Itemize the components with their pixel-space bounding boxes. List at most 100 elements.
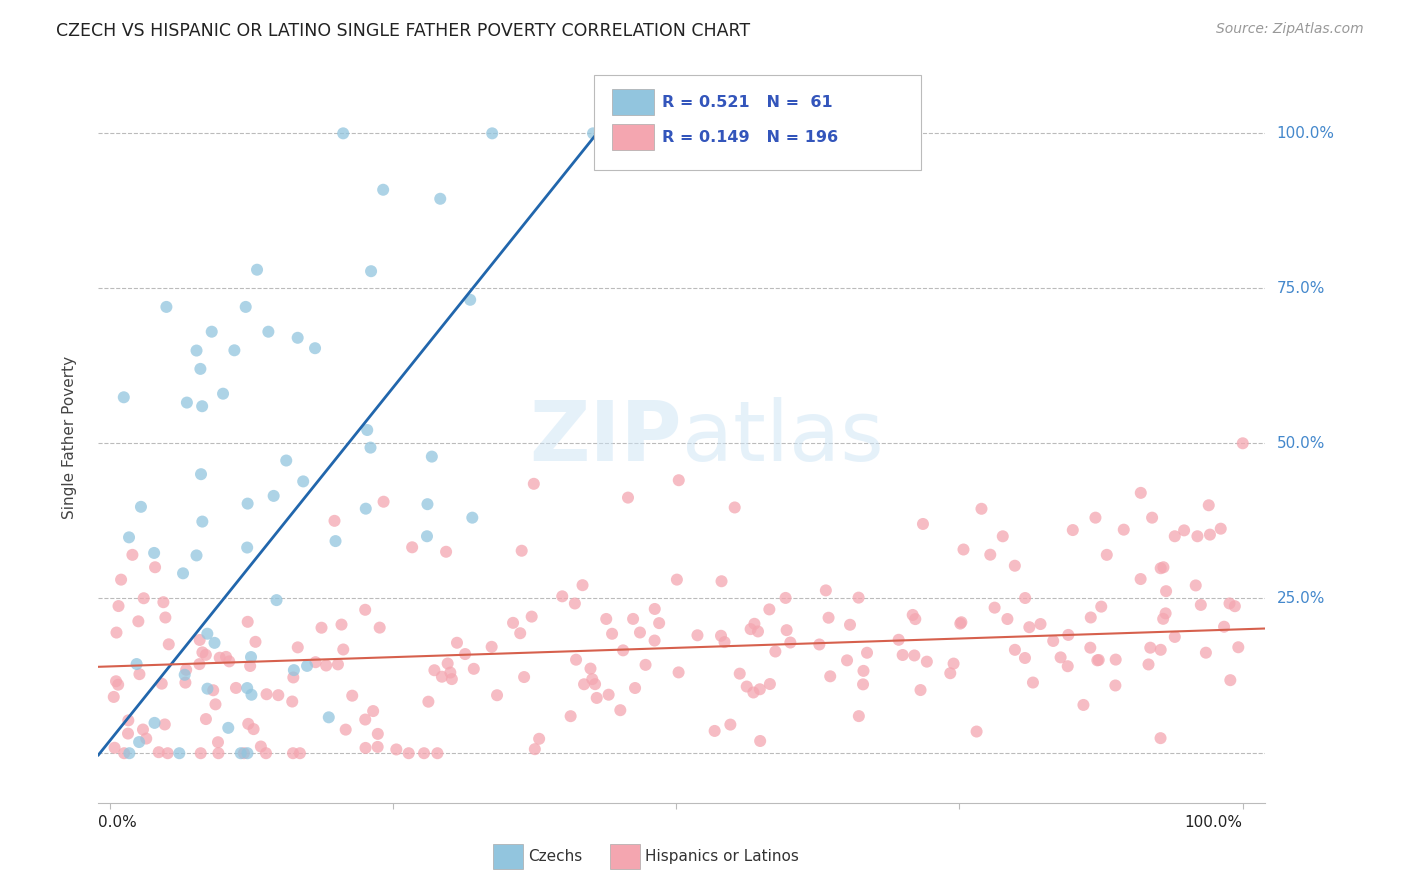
Point — [1218, 597, 1240, 611]
Point — [242, 722, 264, 736]
Point — [966, 724, 988, 739]
Text: ZIP: ZIP — [530, 397, 682, 477]
Text: R = 0.149   N = 196: R = 0.149 N = 196 — [662, 129, 838, 145]
Point — [103, 690, 125, 704]
Point — [949, 616, 972, 631]
Point — [323, 514, 346, 528]
Point — [292, 475, 315, 489]
Point — [901, 607, 924, 622]
Point — [335, 723, 357, 737]
Point — [1195, 646, 1218, 660]
Point — [354, 713, 377, 727]
Point — [1219, 673, 1241, 688]
Point — [169, 746, 191, 760]
Point — [486, 688, 509, 702]
Point — [835, 653, 858, 667]
Point — [235, 300, 257, 314]
Point — [330, 617, 353, 632]
Point — [1129, 486, 1152, 500]
Point — [295, 659, 318, 673]
Point — [710, 574, 733, 589]
Point — [446, 636, 468, 650]
Point — [202, 683, 225, 698]
Point — [742, 685, 765, 699]
Point — [440, 672, 463, 686]
Point — [648, 616, 671, 631]
Point — [1085, 653, 1108, 667]
Point — [581, 672, 603, 686]
FancyBboxPatch shape — [612, 89, 654, 115]
Point — [839, 617, 862, 632]
Point — [356, 423, 378, 437]
Point — [128, 667, 150, 681]
Point — [157, 637, 180, 651]
Point — [1137, 657, 1160, 672]
Point — [979, 548, 1001, 562]
Point — [332, 126, 354, 140]
Point — [373, 494, 395, 508]
Point — [595, 612, 617, 626]
Point — [911, 516, 934, 531]
Point — [1105, 652, 1128, 666]
Point — [361, 704, 384, 718]
Point — [713, 635, 735, 649]
Point — [1149, 731, 1171, 746]
Point — [915, 655, 938, 669]
Point — [617, 491, 640, 505]
FancyBboxPatch shape — [612, 124, 654, 151]
Point — [215, 649, 238, 664]
Point — [207, 746, 229, 760]
Point — [1184, 578, 1206, 592]
Point — [191, 645, 214, 659]
Point — [204, 636, 226, 650]
Point — [1095, 548, 1118, 562]
Point — [1198, 498, 1220, 512]
Point — [1004, 643, 1026, 657]
Point — [236, 681, 259, 695]
Text: 100.0%: 100.0% — [1277, 126, 1334, 141]
Point — [758, 602, 780, 616]
Point — [416, 529, 439, 543]
Point — [510, 543, 533, 558]
Point — [208, 650, 231, 665]
Point — [970, 501, 993, 516]
Point — [1062, 523, 1084, 537]
Point — [240, 688, 263, 702]
Point — [910, 683, 932, 698]
Point — [224, 343, 246, 358]
Point — [176, 395, 198, 409]
Text: 25.0%: 25.0% — [1277, 591, 1324, 606]
Point — [121, 548, 143, 562]
Text: Source: ZipAtlas.com: Source: ZipAtlas.com — [1216, 22, 1364, 37]
Point — [155, 300, 177, 314]
Text: 50.0%: 50.0% — [1277, 436, 1324, 450]
Point — [903, 648, 925, 663]
Point — [1232, 436, 1254, 450]
Point — [245, 635, 267, 649]
Point — [763, 644, 786, 658]
Text: Hispanics or Latinos: Hispanics or Latinos — [644, 848, 799, 863]
Point — [150, 676, 173, 690]
Point — [461, 510, 484, 524]
Point — [520, 609, 543, 624]
Point — [997, 612, 1019, 626]
Point — [565, 653, 588, 667]
Point — [582, 126, 605, 140]
Point — [173, 667, 195, 681]
Point — [1154, 584, 1177, 599]
Point — [621, 612, 644, 626]
Point — [128, 735, 150, 749]
Point — [360, 441, 382, 455]
Point — [1187, 529, 1209, 543]
Point — [818, 669, 841, 683]
Point — [254, 746, 277, 760]
Point — [718, 717, 741, 731]
Point — [1057, 628, 1080, 642]
Point — [644, 602, 666, 616]
Point — [1104, 678, 1126, 692]
Point — [117, 714, 139, 728]
Point — [281, 746, 304, 760]
Point — [744, 616, 766, 631]
Point — [1189, 598, 1212, 612]
Point — [502, 615, 524, 630]
